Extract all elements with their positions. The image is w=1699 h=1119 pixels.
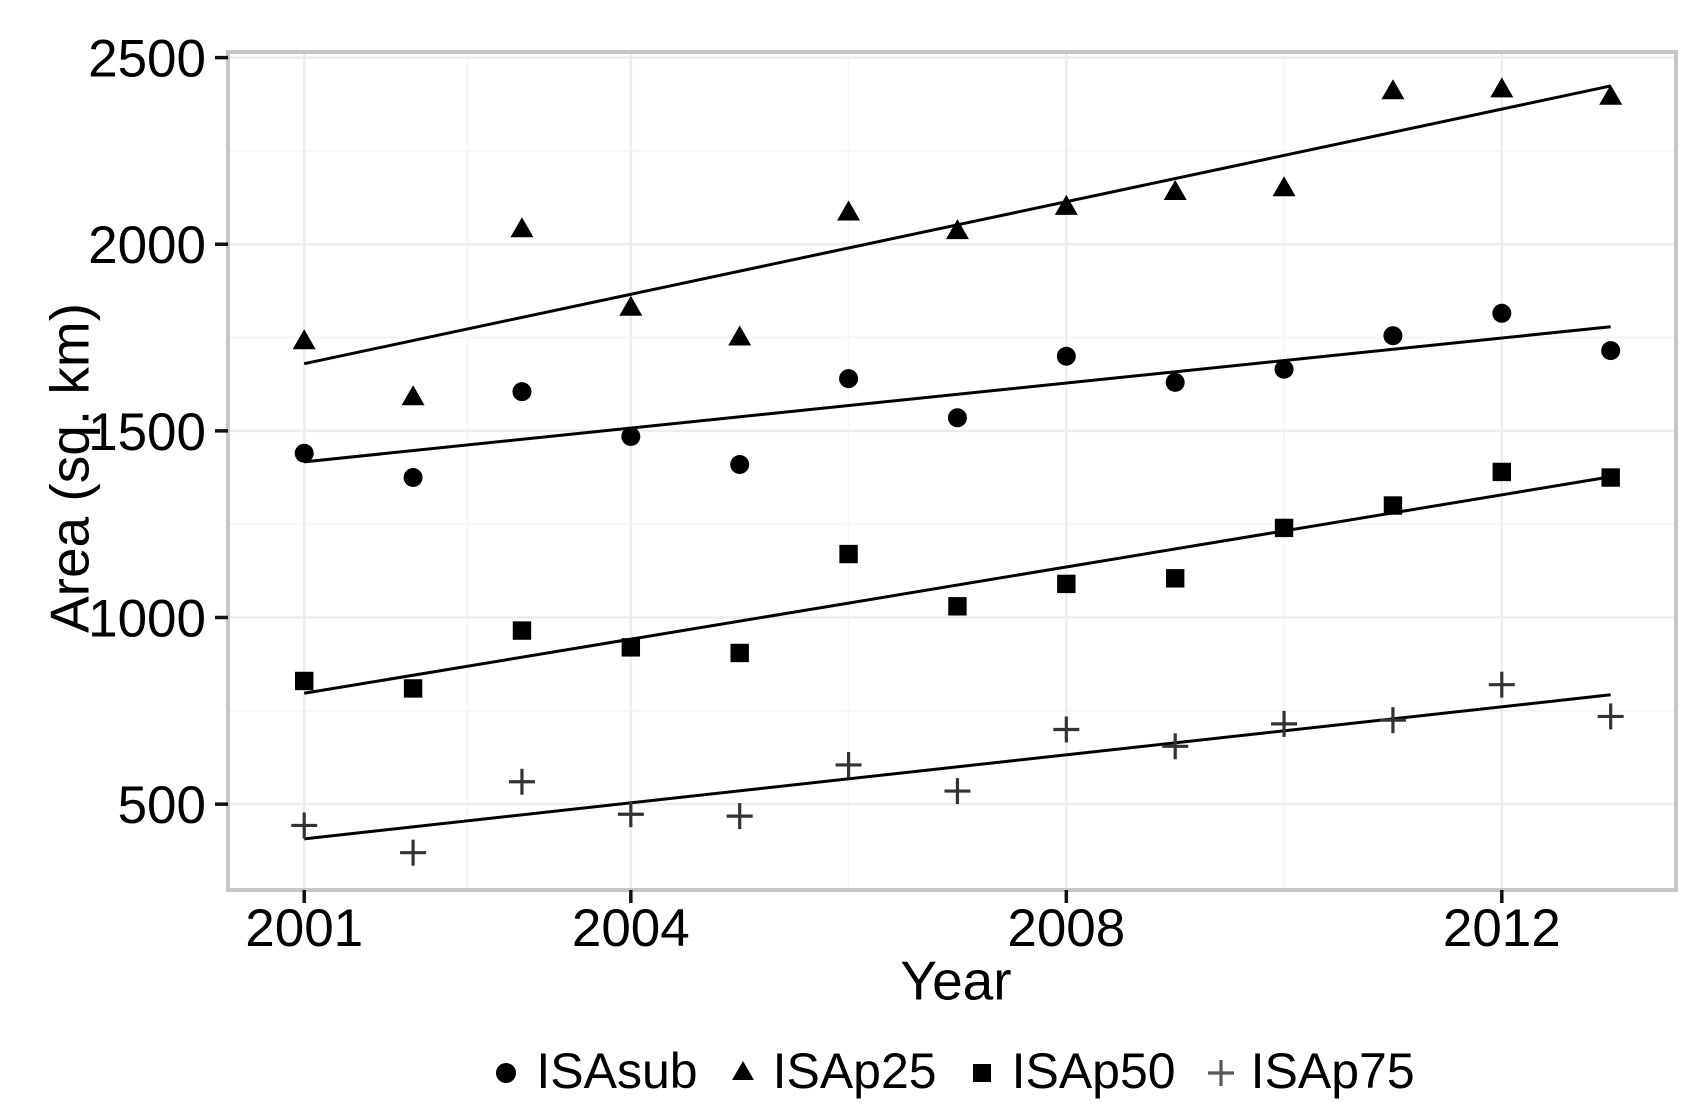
data-point-circle [1056, 346, 1076, 366]
data-point-square [839, 544, 858, 564]
data-point-triangle [945, 219, 969, 240]
y-tick-label: 1500 [88, 403, 206, 462]
x-tick-label: 2001 [245, 899, 363, 958]
y-axis-title: Area (sq. km) [38, 302, 101, 634]
data-point-circle [1601, 341, 1621, 361]
data-point-circle [730, 454, 750, 474]
x-tick-label: 2008 [1007, 899, 1125, 958]
data-point-square [621, 638, 641, 657]
data-point-square [1601, 468, 1620, 487]
data-point-square [403, 679, 423, 698]
data-point-triangle [1163, 179, 1187, 200]
data-point-square [295, 671, 314, 691]
plus-legend-marker-icon [1207, 1060, 1234, 1086]
x-tick-label: 2004 [572, 899, 690, 958]
square-legend-marker-icon [972, 1064, 991, 1082]
data-point-triangle [1599, 84, 1623, 105]
data-point-triangle [1054, 194, 1078, 215]
legend-item-ISAsub: ISAsub [489, 1043, 698, 1099]
legend-label: ISAsub [536, 1043, 698, 1099]
data-point-circle [512, 382, 532, 402]
data-point-circle [1492, 303, 1512, 323]
data-point-triangle [837, 200, 861, 221]
data-point-square [1492, 462, 1512, 482]
data-point-triangle [1490, 77, 1514, 98]
data-point-triangle [510, 217, 534, 238]
plot-panel [228, 52, 1676, 890]
data-point-triangle [401, 385, 425, 406]
legend-label: ISAp50 [1011, 1043, 1176, 1099]
y-tick-label: 500 [118, 776, 206, 835]
legend-label: ISAp75 [1250, 1043, 1415, 1099]
data-point-triangle [1272, 176, 1296, 197]
legend-label: ISAp25 [772, 1043, 937, 1099]
panel-border [226, 50, 1678, 892]
data-point-square [1383, 496, 1403, 515]
data-point-circle [1165, 372, 1185, 392]
data-point-circle [403, 468, 423, 488]
x-axis-title: Year [900, 949, 1012, 1012]
data-point-circle [1274, 359, 1294, 379]
data-point-square [1274, 518, 1294, 538]
data-point-circle [621, 426, 641, 446]
data-point-square [948, 597, 967, 616]
circle-legend-marker-icon [496, 1063, 517, 1083]
data-point-square [1057, 574, 1076, 594]
y-tick-label: 2500 [88, 30, 206, 89]
data-point-circle [839, 369, 859, 389]
data-point-square [1165, 569, 1185, 588]
legend-item-ISAp50: ISAp50 [965, 1046, 1176, 1096]
data-point-triangle [619, 295, 643, 316]
triangle-legend-marker-icon [731, 1061, 754, 1080]
legend-item-ISAp75: ISAp75 [1204, 1046, 1415, 1096]
data-point-square [730, 643, 749, 663]
trend-line-ISAsub [304, 325, 1611, 464]
data-point-circle [1383, 326, 1403, 346]
legend: ISAsub ISAp25 ISAp50 ISAp75 [228, 1036, 1676, 1106]
data-point-circle [294, 443, 314, 463]
y-tick-label: 2000 [88, 216, 206, 275]
x-tick-label: 2012 [1443, 899, 1561, 958]
legend-item-ISAp25: ISAp25 [726, 1046, 937, 1096]
data-point-square [512, 621, 532, 640]
data-point-triangle [292, 329, 316, 350]
y-tick-label: 1000 [88, 590, 206, 649]
data-point-circle [947, 408, 967, 428]
data-point-triangle [1381, 79, 1405, 100]
data-point-triangle [728, 325, 752, 346]
